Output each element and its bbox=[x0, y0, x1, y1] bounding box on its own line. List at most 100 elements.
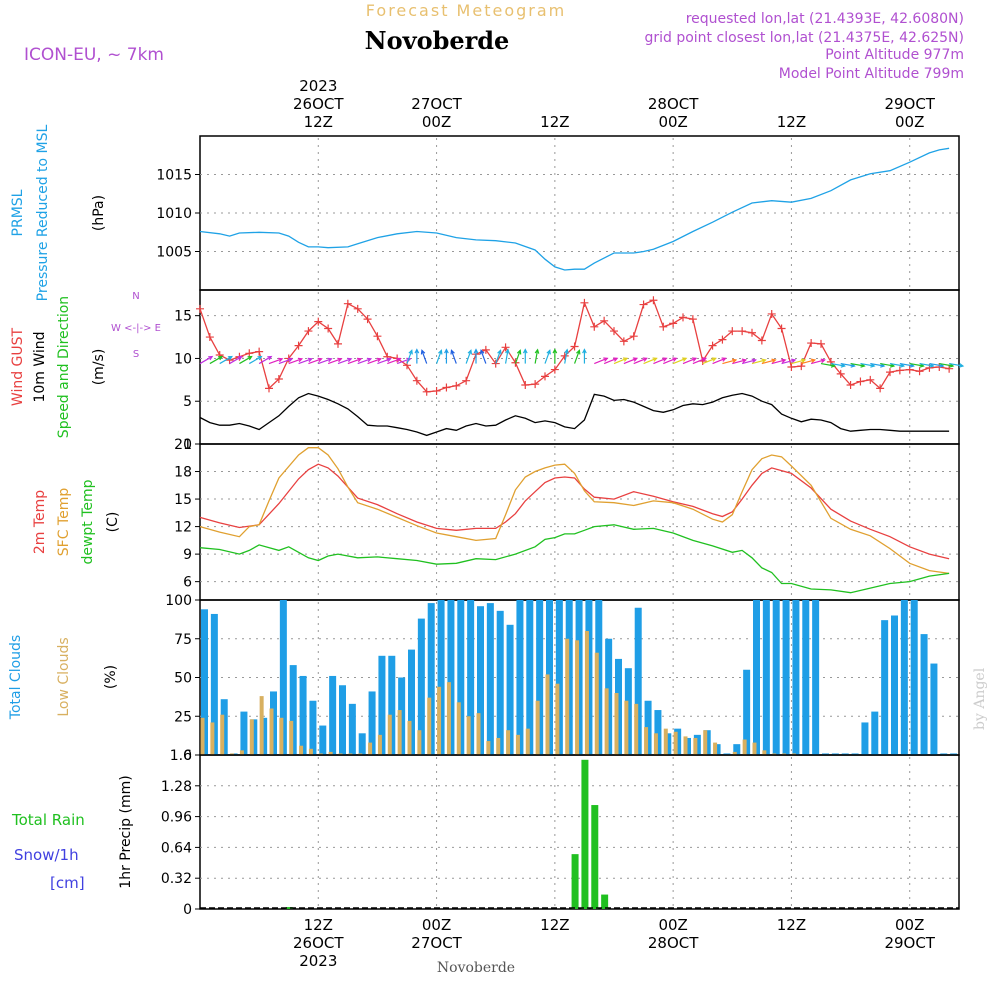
y-tick-label: 1015 bbox=[156, 168, 192, 184]
total-cloud-bar bbox=[831, 753, 839, 755]
gust-marker bbox=[550, 365, 559, 374]
series-line-sfc-temp bbox=[199, 447, 950, 575]
gust-marker bbox=[639, 300, 648, 309]
low-cloud-bar bbox=[368, 742, 373, 755]
low-cloud-bar bbox=[791, 753, 796, 755]
gridpoint-coords: grid point closest lon,lat (21.4375E, 42… bbox=[644, 30, 964, 46]
wind-arrow-head bbox=[546, 349, 551, 355]
wind-arrow-head bbox=[958, 363, 965, 368]
gust-marker bbox=[324, 324, 333, 333]
gust-marker bbox=[452, 381, 461, 390]
gust-marker bbox=[748, 328, 756, 337]
wind-direction-arrow bbox=[199, 356, 213, 365]
wind-direction-arrow bbox=[880, 362, 895, 367]
total-cloud-bar bbox=[802, 600, 810, 755]
wind-arrow-head bbox=[297, 357, 304, 363]
gust-marker bbox=[274, 374, 283, 383]
wind-direction-arrow bbox=[288, 358, 303, 365]
precip-legend-snow: Snow/1h bbox=[14, 846, 79, 864]
y-tick-label: 1010 bbox=[156, 206, 192, 222]
panel-frame bbox=[199, 289, 960, 445]
low-cloud-bar bbox=[496, 737, 501, 755]
gust-marker bbox=[334, 339, 342, 348]
wind-direction-arrow bbox=[574, 350, 580, 364]
wind-direction-arrow bbox=[534, 349, 539, 364]
gust-marker bbox=[570, 342, 579, 351]
wind-direction-arrow bbox=[929, 362, 944, 367]
wind-arrow-head bbox=[652, 357, 658, 362]
gust-marker bbox=[314, 317, 323, 326]
low-cloud-bar bbox=[308, 748, 313, 755]
low-cloud-bar bbox=[279, 717, 284, 755]
total-cloud-bar bbox=[555, 600, 563, 755]
low-cloud-bar bbox=[742, 739, 747, 755]
gust-marker bbox=[265, 384, 273, 393]
wind-direction-arrow bbox=[603, 357, 618, 365]
gust-marker bbox=[491, 359, 500, 368]
low-cloud-bar bbox=[486, 741, 491, 755]
series-line-10m-wind bbox=[199, 392, 950, 437]
wind-arrow-head bbox=[505, 348, 510, 354]
gust-marker bbox=[205, 333, 214, 342]
total-cloud-bar bbox=[930, 663, 938, 755]
gust-marker bbox=[255, 347, 264, 356]
total-cloud-bar bbox=[634, 607, 642, 755]
wind-arrow-head bbox=[237, 355, 243, 361]
wind-direction-arrow bbox=[436, 350, 442, 364]
wind-arrow-head bbox=[761, 358, 767, 364]
y-tick-label: 15 bbox=[174, 309, 192, 325]
total-cloud-bar bbox=[871, 711, 879, 755]
wind-direction-arrow bbox=[732, 359, 746, 365]
total-cloud-bar bbox=[309, 700, 317, 755]
wind-direction-arrow bbox=[406, 350, 413, 364]
wind-arrow-head bbox=[247, 355, 253, 361]
wind-arrow-head bbox=[366, 357, 373, 363]
wind-direction-arrow bbox=[919, 362, 934, 367]
total-cloud-bar bbox=[299, 675, 307, 755]
total-cloud-bar bbox=[467, 600, 475, 755]
low-cloud-bar bbox=[713, 742, 718, 755]
wind-arrow-head bbox=[613, 357, 619, 362]
wind-direction-arrow bbox=[480, 350, 487, 364]
wind-direction-arrow bbox=[229, 356, 242, 365]
gust-marker bbox=[649, 296, 658, 305]
rain-bar bbox=[601, 894, 609, 909]
wind-arrow-head bbox=[771, 358, 777, 364]
low-cloud-bar bbox=[239, 750, 244, 755]
gust-marker bbox=[521, 380, 530, 389]
wind-direction-arrow bbox=[613, 357, 628, 365]
gust-marker bbox=[846, 380, 855, 389]
total-cloud-bar bbox=[378, 655, 386, 755]
total-cloud-bar bbox=[723, 753, 731, 755]
low-cloud-bar bbox=[466, 716, 471, 755]
wind-direction-arrow bbox=[298, 358, 312, 365]
total-cloud-bar bbox=[950, 753, 958, 755]
wind-direction-arrow bbox=[712, 357, 726, 365]
low-cloud-bar bbox=[772, 753, 777, 755]
wind-arrow-head bbox=[820, 358, 826, 364]
wind-direction-arrow bbox=[781, 359, 796, 365]
total-cloud-bar bbox=[388, 655, 396, 755]
low-cloud-bar bbox=[653, 733, 658, 755]
time-label-bottom: 29OCT bbox=[884, 934, 935, 952]
gust-marker bbox=[422, 387, 431, 396]
low-cloud-bar bbox=[683, 736, 688, 755]
wind-direction-arrow bbox=[663, 357, 677, 365]
wind-direction-arrow bbox=[633, 357, 647, 365]
wind-direction-arrow bbox=[258, 356, 272, 365]
total-cloud-bar bbox=[792, 600, 800, 755]
gust-marker bbox=[304, 327, 313, 336]
model-altitude: Model Point Altitude 799m bbox=[779, 66, 964, 82]
wind-arrow-head bbox=[603, 357, 609, 362]
wind-direction-arrow bbox=[623, 357, 638, 365]
total-cloud-bar bbox=[891, 615, 898, 755]
y-tick-label: 1.28 bbox=[161, 779, 192, 795]
cloud-label-low: Low Clouds bbox=[56, 637, 72, 716]
time-label-bottom: 12Z bbox=[777, 916, 806, 934]
gust-marker bbox=[767, 309, 776, 318]
total-cloud-bar bbox=[408, 649, 415, 755]
pressure-unit: (hPa) bbox=[91, 195, 107, 231]
wind-arrow-head bbox=[711, 357, 717, 362]
wind-arrow-head bbox=[208, 355, 214, 361]
low-cloud-bar bbox=[427, 697, 432, 755]
